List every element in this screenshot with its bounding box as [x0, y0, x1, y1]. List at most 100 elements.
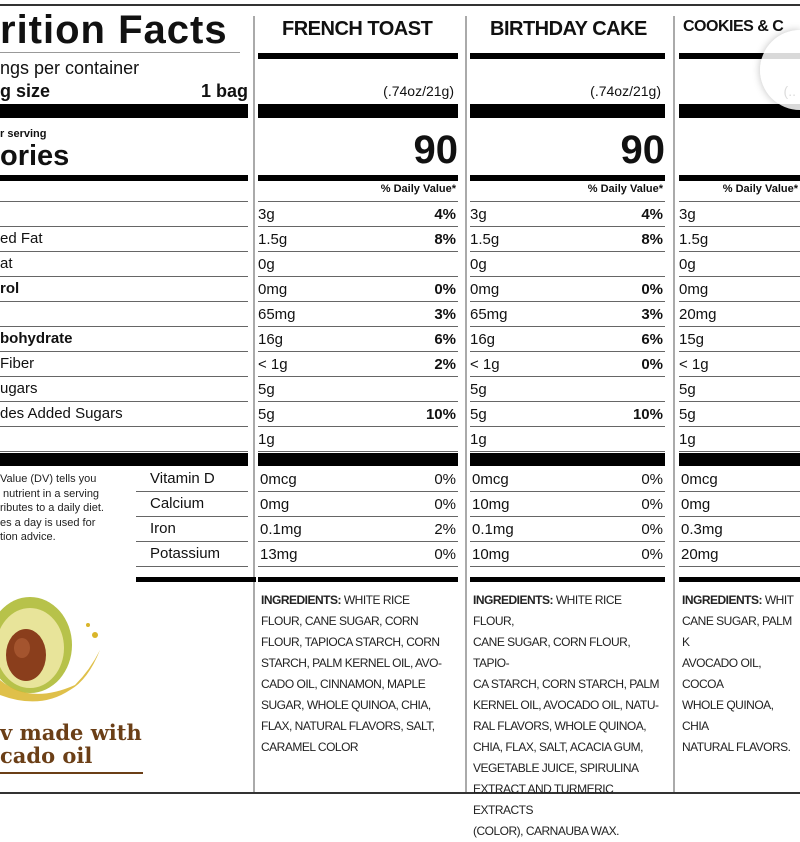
thick-divider	[258, 577, 458, 582]
avocado-oil-splash-image	[0, 597, 100, 702]
nutrient-amount: 5g	[470, 405, 487, 423]
vitamin-row: 0mcg	[679, 467, 800, 492]
serving-weight: (.74oz/21g)	[590, 83, 661, 99]
divider	[679, 201, 800, 202]
vitamin-label-row: Iron	[136, 517, 248, 542]
amount-per-serving: r serving	[0, 128, 47, 140]
daily-value-header: % Daily Value*	[587, 183, 663, 195]
nutrient-amount: 3g	[258, 205, 275, 223]
nutrient-amount: 20mg	[679, 305, 717, 323]
ingredients-label: INGREDIENTS:	[682, 593, 763, 607]
ingredients-list: WHITE RICE FLOUR, CANE SUGAR, CORN FLOUR…	[473, 593, 660, 838]
nutrient-row: 5g 10%	[258, 402, 458, 427]
nutrient-row: 20mg	[679, 302, 800, 327]
nutrient-daily-value: 4%	[434, 205, 456, 223]
thick-divider	[470, 175, 665, 181]
vitamin-row: 13mg 0%	[258, 542, 458, 567]
vitamin-amount: 13mg	[260, 545, 298, 563]
ingredients-list: WHIT CANE SUGAR, PALM K AVOCADO OIL, COC…	[682, 593, 794, 754]
product-name: BIRTHDAY CAKE	[490, 18, 647, 40]
nutrient-row: 3g 4%	[258, 202, 458, 227]
label-top-border	[0, 4, 800, 6]
vitamin-row: 10mg 0%	[470, 542, 665, 567]
nutrient-row: 5g	[258, 377, 458, 402]
vitamin-amount: 0mg	[681, 495, 711, 513]
nutrient-row: 15g	[679, 327, 800, 352]
nutrient-daily-value: 10%	[632, 405, 663, 423]
nutrient-row: 5g 10%	[470, 402, 665, 427]
brand-slogan-line1: v made with	[0, 720, 142, 745]
nutrient-row: 0mg 0%	[258, 277, 458, 302]
calories-value: 90	[413, 128, 459, 172]
nutrient-row: < 1g 2%	[258, 352, 458, 377]
thick-divider	[679, 577, 800, 582]
daily-value-header: % Daily Value*	[380, 183, 456, 195]
nutrient-amount: 0mg	[470, 280, 500, 298]
ingredients-text: INGREDIENTS: WHITE RICE FLOUR, CANE SUGA…	[473, 590, 664, 842]
thick-divider	[0, 175, 248, 181]
nutrient-daily-value: 6%	[434, 330, 456, 348]
nutrient-daily-value: 2%	[434, 355, 456, 373]
thick-divider	[470, 577, 665, 582]
servings-per-container: ngs per container	[0, 58, 140, 78]
vitamin-label-row: Potassium	[136, 542, 248, 567]
vitamin-amount: 0mcg	[260, 470, 297, 488]
divider	[258, 201, 458, 202]
nutrient-amount: 1g	[470, 430, 487, 448]
thick-divider	[136, 577, 256, 582]
vitamin-amount: 0.3mg	[681, 520, 723, 538]
thick-divider	[258, 453, 458, 466]
nutrient-amount: < 1g	[470, 355, 500, 373]
nutrient-amount: 1.5g	[258, 230, 288, 248]
ingredients-text: INGREDIENTS: WHIT CANE SUGAR, PALM K AVO…	[682, 590, 799, 758]
vitamin-daily-value: 0%	[641, 495, 663, 513]
nutrient-row: 1.5g 8%	[470, 227, 665, 252]
vitamin-row: 20mg	[679, 542, 800, 567]
nutrient-row: 1g	[470, 427, 665, 452]
nutrient-daily-value: 4%	[641, 205, 663, 223]
nutrient-amount: < 1g	[679, 355, 709, 373]
nutrient-amount: 65mg	[470, 305, 508, 323]
nutrient-amount: 16g	[258, 330, 284, 348]
nutrient-amount: 0g	[258, 255, 275, 273]
nutrient-daily-value: 10%	[425, 405, 456, 423]
product-name: COOKIES & C	[683, 18, 784, 35]
vitamin-row: 0mcg 0%	[258, 467, 458, 492]
nutrient-label-row: ed Fat	[0, 227, 248, 252]
nutrient-row: 3g 4%	[470, 202, 665, 227]
nutrient-amount: 1.5g	[470, 230, 500, 248]
nutrient-amount: 0g	[470, 255, 487, 273]
serving-size-value: 1 bag	[200, 81, 248, 101]
vitamin-amount: 20mg	[681, 545, 719, 563]
calories-value: 90	[620, 128, 666, 172]
slogan-underline	[0, 772, 143, 774]
vitamin-amount: 0mcg	[681, 470, 718, 488]
vitamin-daily-value: 0%	[641, 545, 663, 563]
nutrient-daily-value: 0%	[641, 280, 663, 298]
vitamin-daily-value: 0%	[434, 495, 456, 513]
nutrient-row: 1.5g	[679, 227, 800, 252]
thick-divider	[470, 104, 665, 118]
nutrient-amount: 3g	[470, 205, 487, 223]
brand-slogan-line2: cado oil	[0, 743, 93, 768]
nutrient-amount: 5g	[470, 380, 487, 398]
nutrient-label-row: Fiber	[0, 352, 248, 377]
vitamin-row: 0.1mg 2%	[258, 517, 458, 542]
nutrient-row: 1g	[679, 427, 800, 452]
ingredients-text: INGREDIENTS: WHITE RICE FLOUR, CANE SUGA…	[261, 590, 457, 758]
nutrient-amount: 3g	[679, 205, 696, 223]
nutrient-row: 5g	[679, 377, 800, 402]
vitamin-row: 0mcg 0%	[470, 467, 665, 492]
nutrient-row: 0mg	[679, 277, 800, 302]
nutrient-row: 5g	[470, 377, 665, 402]
thick-divider	[0, 104, 248, 118]
nutrient-row: 16g 6%	[258, 327, 458, 352]
vitamin-daily-value: 0%	[641, 470, 663, 488]
nutrient-daily-value: 0%	[641, 355, 663, 373]
ingredients-label: INGREDIENTS:	[261, 593, 342, 607]
nutrient-daily-value: 8%	[434, 230, 456, 248]
nutrient-amount: 1g	[679, 430, 696, 448]
nutrient-label-row: bohydrate	[0, 327, 248, 352]
serving-size-label: g size	[0, 81, 51, 101]
nutrient-row: 1g	[258, 427, 458, 452]
